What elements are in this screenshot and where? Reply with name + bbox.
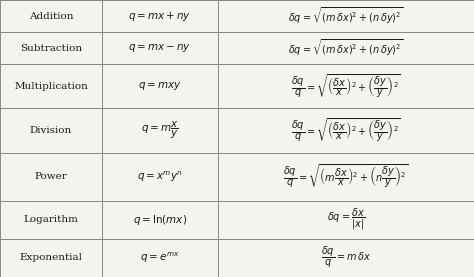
Text: Power: Power bbox=[35, 172, 67, 181]
Text: $\dfrac{\delta q}{q}=\sqrt{\left(m\dfrac{\delta x}{x}\right)^{2}+\left(n\dfrac{\: $\dfrac{\delta q}{q}=\sqrt{\left(m\dfrac… bbox=[283, 163, 409, 191]
Text: Multiplication: Multiplication bbox=[14, 82, 88, 91]
Text: $q=m\dfrac{x}{y}$: $q=m\dfrac{x}{y}$ bbox=[141, 120, 179, 141]
Text: Addition: Addition bbox=[29, 12, 73, 20]
Text: Subtraction: Subtraction bbox=[20, 44, 82, 53]
Text: $q=mxy$: $q=mxy$ bbox=[138, 80, 182, 92]
Text: $q=mx-ny$: $q=mx-ny$ bbox=[128, 42, 191, 54]
Text: $q=e^{mx}$: $q=e^{mx}$ bbox=[140, 251, 180, 265]
Text: $\dfrac{\delta q}{q}=\sqrt{\left(\dfrac{\delta x}{x}\right)^{2}+\left(\dfrac{\de: $\dfrac{\delta q}{q}=\sqrt{\left(\dfrac{… bbox=[291, 73, 401, 100]
Text: $\delta q=\dfrac{\delta x}{|x|}$: $\delta q=\dfrac{\delta x}{|x|}$ bbox=[327, 207, 365, 232]
Text: Logarithm: Logarithm bbox=[24, 215, 78, 224]
Text: $q=x^{m}y^{n}$: $q=x^{m}y^{n}$ bbox=[137, 170, 183, 184]
Text: $q=\ln(mx)$: $q=\ln(mx)$ bbox=[133, 213, 187, 227]
Text: $\delta q=\sqrt{(m\,\delta x)^2+(n\,\delta y)^2}$: $\delta q=\sqrt{(m\,\delta x)^2+(n\,\del… bbox=[288, 6, 404, 26]
Text: $\dfrac{\delta q}{q}=\sqrt{\left(\dfrac{\delta x}{x}\right)^{2}+\left(\dfrac{\de: $\dfrac{\delta q}{q}=\sqrt{\left(\dfrac{… bbox=[291, 117, 401, 144]
Text: $q=mx+ny$: $q=mx+ny$ bbox=[128, 10, 191, 22]
Text: Exponential: Exponential bbox=[19, 253, 82, 262]
Text: Division: Division bbox=[30, 126, 72, 135]
Text: $\dfrac{\delta q}{q}=m\,\delta x$: $\dfrac{\delta q}{q}=m\,\delta x$ bbox=[321, 245, 371, 270]
Text: $\delta q=\sqrt{(m\,\delta x)^2+(n\,\delta y)^2}$: $\delta q=\sqrt{(m\,\delta x)^2+(n\,\del… bbox=[288, 38, 404, 58]
